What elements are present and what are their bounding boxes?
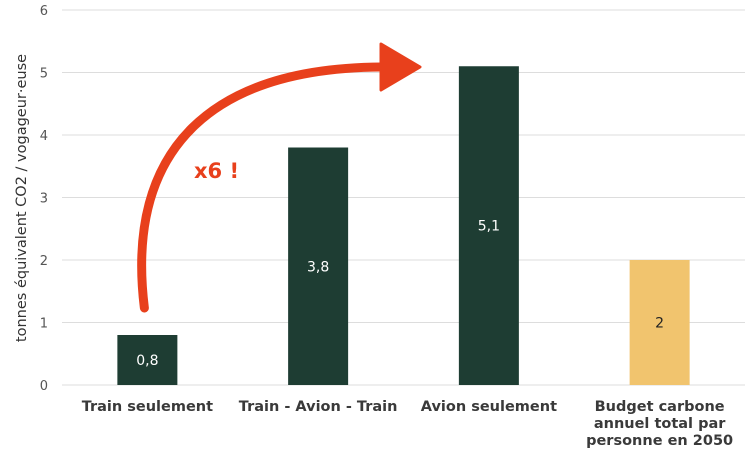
bar [458,66,519,385]
data-label: 2 [655,316,664,332]
y-axis-ticks: 0 1 2 3 4 5 6 [40,4,48,394]
y-axis-label: tonnes équivalent CO2 / vogageur·euse [14,54,30,342]
annotation-label: x6 ! [194,159,239,183]
category-label: Budget carbone [595,399,725,415]
category-label: Train - Avion - Train [239,399,398,415]
bar [117,335,178,385]
bar [288,147,349,385]
data-label: 3,8 [307,259,329,275]
bars: 0,8 3,8 5,1 2 [117,66,690,385]
growth-annotation: x6 ! [137,42,422,313]
y-tick-label: 1 [40,317,48,332]
data-label: 5,1 [478,219,500,235]
curved-arrow [137,62,393,313]
category-label: annuel total par [594,416,726,432]
x-axis-categories: Train seulement Train - Avion - Train Avio… [82,399,733,449]
data-label: 0,8 [136,353,158,369]
y-tick-label: 2 [40,254,48,269]
arrow-head-icon [379,42,422,92]
category-label: Avion seulement [421,399,557,415]
category-label: Train seulement [82,399,213,415]
y-tick-label: 6 [40,4,48,19]
category-label: personne en 2050 [586,433,733,449]
y-tick-label: 0 [40,379,48,394]
bar [629,260,690,385]
y-tick-label: 5 [40,67,48,82]
y-tick-label: 4 [40,129,48,144]
y-tick-label: 3 [40,192,48,207]
